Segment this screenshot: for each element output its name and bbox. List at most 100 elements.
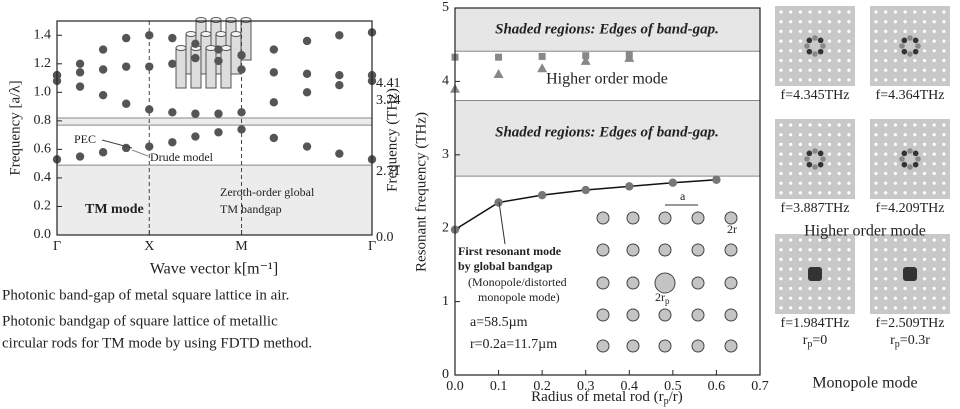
y-axis-label: Frequency [a/λ]	[7, 80, 23, 175]
field-dot	[893, 267, 898, 271]
field-dot	[827, 171, 832, 176]
x-tick-label: 0.7	[751, 379, 769, 394]
field-dot	[779, 20, 783, 24]
field-dot	[913, 238, 917, 242]
field-dot	[922, 257, 927, 261]
field-dot	[827, 78, 832, 82]
x-tick-label: 0.1	[490, 379, 508, 394]
x-tick-label: X	[144, 239, 154, 254]
field-sublabel: rp=0	[803, 333, 828, 350]
field-dot	[942, 152, 946, 156]
field-dot	[874, 286, 878, 291]
y2-tick-label: 0.0	[376, 230, 394, 245]
rod	[658, 211, 672, 225]
field-dot	[837, 29, 841, 33]
field-dot	[884, 152, 888, 156]
cylinder-top	[195, 17, 207, 23]
field-dot	[789, 267, 793, 271]
field-dot	[913, 133, 917, 137]
field-dot	[847, 58, 851, 63]
data-point	[581, 185, 590, 195]
annotation: Drude model	[150, 150, 214, 164]
x-tick-label: 0.2	[533, 379, 551, 394]
field-dot	[798, 152, 803, 156]
data-point	[712, 175, 721, 184]
field-dot	[789, 68, 793, 72]
field-dot	[789, 257, 793, 261]
field-dot	[874, 133, 878, 137]
field-dot	[903, 248, 907, 252]
y-tick-label: 0.0	[34, 227, 52, 242]
field-dot	[847, 20, 851, 24]
field-lobe	[907, 35, 913, 41]
field-dot	[837, 58, 841, 63]
data-point	[145, 31, 154, 40]
field-dot	[798, 58, 803, 63]
field-dot	[837, 49, 841, 53]
field-dot	[837, 306, 841, 310]
group-title: Higher order mode	[804, 223, 926, 240]
field-dot	[847, 191, 851, 195]
field-dot	[942, 10, 946, 14]
field-label: f=1.984THz	[781, 316, 850, 331]
field-dot	[913, 296, 917, 300]
field-dot	[903, 306, 907, 310]
x-tick-label: 0.3	[577, 379, 595, 394]
field-dot	[808, 306, 812, 310]
field-dot	[884, 39, 888, 43]
data-point	[269, 98, 279, 107]
field-dot	[922, 10, 927, 14]
field-dot	[818, 29, 822, 33]
field-dot	[798, 10, 803, 14]
field-dot	[884, 78, 888, 82]
field-lobe	[907, 164, 913, 170]
field-dot	[893, 286, 898, 291]
cylinder-top	[230, 31, 242, 37]
shaded-band	[57, 118, 372, 126]
field-dot	[884, 238, 888, 242]
field-dot	[932, 152, 936, 156]
annotation: Shaded regions: Edges of band-gap.	[495, 124, 719, 140]
field-dot	[913, 181, 917, 185]
field-dot	[779, 142, 783, 146]
field-dot	[874, 306, 878, 310]
field-dot	[874, 257, 878, 261]
field-dot	[913, 78, 917, 82]
field-dot	[932, 10, 936, 14]
field-sublabel: rp=0.3r	[890, 333, 930, 350]
field-dot	[932, 248, 936, 252]
field-dot	[808, 68, 812, 72]
field-dot	[893, 238, 898, 242]
field-dot	[942, 191, 946, 195]
field-dot	[884, 296, 888, 300]
data-point	[122, 143, 131, 153]
field-dot	[818, 78, 822, 82]
x-tick-label: 0.4	[621, 379, 639, 394]
field-dot	[779, 152, 783, 156]
field-dot	[779, 123, 783, 127]
group-title: Monopole mode	[812, 375, 917, 392]
field-dot	[827, 296, 832, 300]
field-dot	[789, 29, 793, 33]
cylinder	[220, 47, 232, 89]
field-dot	[903, 238, 907, 242]
field-dot	[827, 267, 832, 271]
field-lobe	[915, 43, 921, 49]
y-tick-label: 2	[442, 220, 449, 235]
field-dot	[847, 142, 851, 146]
field-dot	[922, 152, 927, 156]
field-dot	[789, 152, 793, 156]
field-dot	[789, 191, 793, 195]
field-dot	[847, 238, 851, 242]
field-dot	[922, 49, 927, 53]
field-dot	[942, 49, 946, 53]
field-dot	[884, 171, 888, 176]
pointer	[101, 139, 133, 149]
field-dot	[942, 162, 946, 166]
field-dot	[847, 10, 851, 14]
field-dot	[818, 20, 822, 24]
field-dot	[913, 29, 917, 33]
field-map	[775, 119, 855, 199]
data-point	[335, 149, 344, 158]
label-part: Radius of metal rod (r	[531, 389, 663, 405]
